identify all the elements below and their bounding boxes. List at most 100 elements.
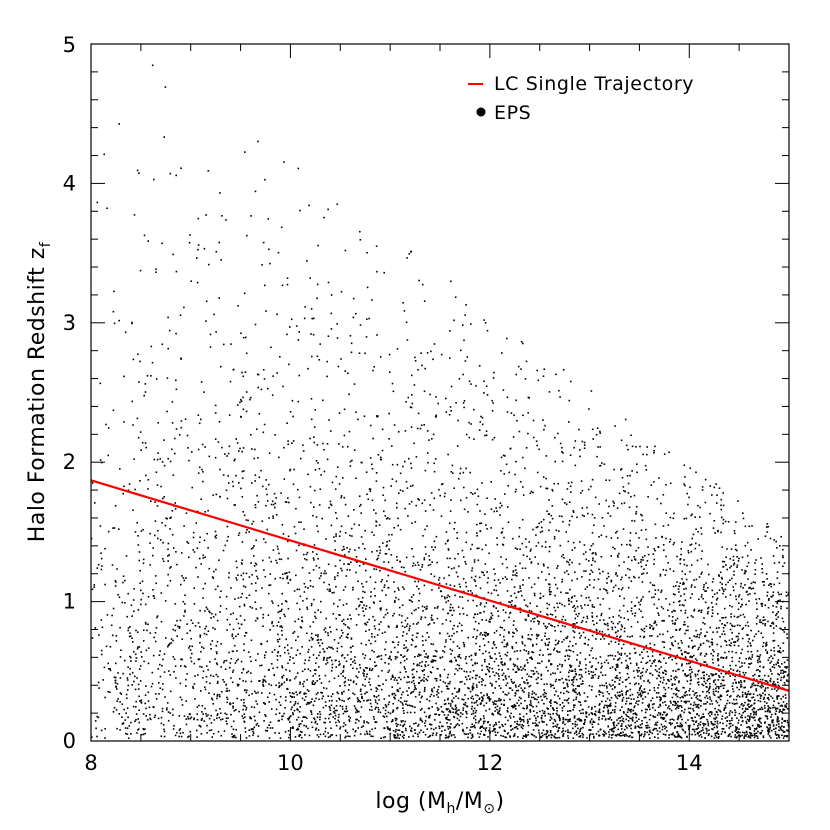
eps-point bbox=[751, 654, 754, 656]
eps-point bbox=[283, 613, 285, 616]
eps-point bbox=[314, 721, 316, 724]
eps-point bbox=[324, 721, 326, 724]
eps-point bbox=[274, 577, 276, 580]
eps-point bbox=[294, 701, 297, 703]
eps-point bbox=[700, 705, 702, 707]
eps-point bbox=[365, 630, 367, 632]
eps-point bbox=[355, 709, 358, 711]
eps-point bbox=[519, 548, 521, 550]
eps-point bbox=[291, 692, 294, 694]
eps-point bbox=[572, 699, 575, 701]
eps-point bbox=[414, 360, 417, 362]
eps-point bbox=[544, 644, 547, 646]
eps-point bbox=[519, 587, 521, 589]
eps-point bbox=[124, 719, 126, 721]
eps-point bbox=[330, 670, 333, 672]
eps-point bbox=[629, 662, 632, 665]
eps-point bbox=[735, 598, 738, 601]
eps-point bbox=[510, 678, 513, 681]
eps-point bbox=[631, 559, 633, 562]
eps-point bbox=[355, 411, 357, 413]
eps-point bbox=[393, 692, 396, 695]
eps-point bbox=[500, 456, 503, 459]
eps-point bbox=[728, 650, 730, 653]
eps-point bbox=[475, 694, 477, 696]
eps-point bbox=[243, 721, 246, 723]
eps-point bbox=[197, 244, 200, 246]
eps-point bbox=[368, 667, 371, 670]
eps-point bbox=[661, 713, 664, 716]
eps-point bbox=[659, 575, 662, 577]
eps-point bbox=[746, 634, 748, 636]
eps-point bbox=[453, 487, 455, 489]
eps-point bbox=[568, 710, 571, 712]
eps-point bbox=[725, 656, 728, 658]
eps-point bbox=[397, 729, 399, 731]
eps-point bbox=[174, 624, 177, 627]
eps-point bbox=[497, 673, 500, 675]
eps-point bbox=[329, 721, 331, 723]
eps-point bbox=[547, 670, 549, 672]
eps-point bbox=[716, 494, 718, 496]
eps-point bbox=[432, 655, 435, 657]
eps-point bbox=[676, 706, 678, 709]
eps-point bbox=[303, 591, 306, 593]
eps-point bbox=[205, 675, 208, 678]
eps-point bbox=[142, 558, 145, 561]
eps-point bbox=[614, 425, 616, 427]
eps-point bbox=[736, 717, 738, 719]
eps-point bbox=[336, 647, 339, 650]
eps-point bbox=[299, 683, 301, 685]
eps-point bbox=[734, 582, 737, 585]
eps-point bbox=[158, 682, 160, 684]
eps-point bbox=[575, 613, 577, 616]
eps-point bbox=[276, 545, 279, 548]
eps-point bbox=[199, 641, 201, 644]
eps-point bbox=[492, 713, 495, 716]
eps-point bbox=[518, 668, 521, 671]
eps-point bbox=[242, 375, 245, 378]
eps-point bbox=[653, 644, 656, 646]
eps-point bbox=[635, 682, 637, 684]
eps-point bbox=[176, 563, 178, 566]
eps-point bbox=[553, 701, 556, 703]
eps-point bbox=[695, 542, 697, 545]
eps-point bbox=[301, 646, 303, 648]
eps-point bbox=[715, 687, 717, 690]
eps-point bbox=[545, 733, 547, 736]
eps-point bbox=[235, 618, 238, 620]
eps-point bbox=[388, 438, 390, 440]
eps-point bbox=[158, 654, 161, 656]
eps-point bbox=[476, 686, 478, 688]
eps-point bbox=[761, 684, 763, 687]
eps-point bbox=[365, 558, 367, 560]
eps-point bbox=[275, 497, 277, 499]
eps-point bbox=[690, 717, 693, 719]
eps-point bbox=[691, 671, 693, 673]
eps-point bbox=[134, 488, 136, 491]
eps-point bbox=[421, 635, 424, 638]
eps-point bbox=[335, 734, 338, 737]
eps-point bbox=[427, 657, 429, 659]
eps-point bbox=[748, 587, 751, 589]
eps-point bbox=[702, 729, 704, 731]
eps-point bbox=[592, 559, 594, 562]
eps-point bbox=[527, 432, 529, 435]
eps-point bbox=[697, 678, 700, 680]
eps-point bbox=[209, 643, 212, 646]
eps-point bbox=[157, 422, 159, 424]
eps-point bbox=[394, 717, 397, 720]
eps-point bbox=[152, 589, 154, 591]
eps-point bbox=[252, 732, 255, 734]
eps-point bbox=[427, 675, 430, 678]
eps-point bbox=[743, 674, 746, 676]
eps-point bbox=[347, 372, 349, 375]
eps-point bbox=[754, 573, 756, 575]
eps-point bbox=[514, 694, 516, 697]
eps-point bbox=[463, 486, 465, 489]
eps-point bbox=[365, 624, 368, 626]
eps-point bbox=[783, 682, 786, 684]
eps-point bbox=[779, 627, 781, 630]
eps-point bbox=[353, 693, 356, 696]
eps-point bbox=[457, 655, 459, 658]
